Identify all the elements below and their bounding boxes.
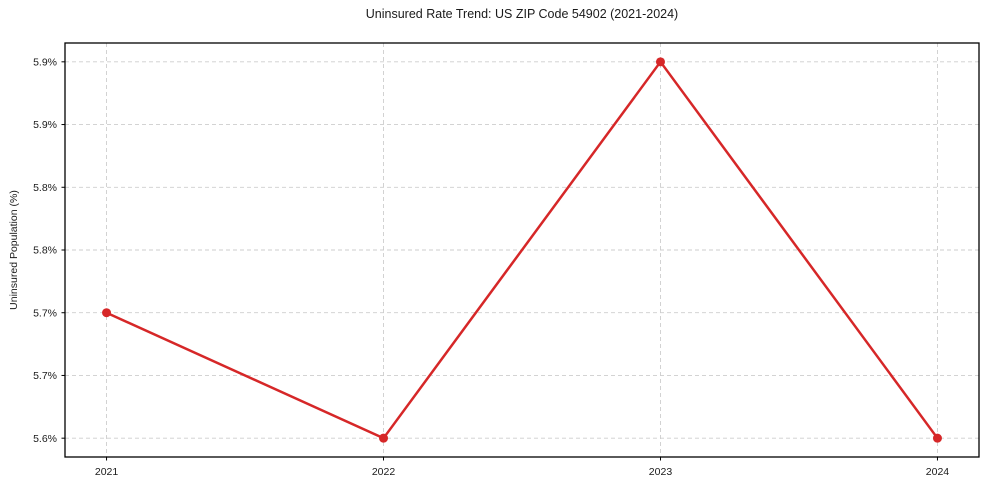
x-tick-label: 2022 [372,466,396,478]
data-point [932,433,942,443]
x-tick-label: 2021 [95,466,119,478]
y-tick-label: 5.8% [33,182,57,194]
y-tick-label: 5.7% [33,307,57,319]
x-tick-label: 2024 [926,466,950,478]
chart-title: Uninsured Rate Trend: US ZIP Code 54902 … [365,7,679,21]
data-point [102,308,112,318]
y-tick-label: 5.9% [33,56,57,68]
data-point [655,57,665,67]
y-tick-label: 5.7% [33,370,57,382]
y-tick-label: 5.9% [33,119,57,131]
y-tick-label: 5.8% [33,245,57,257]
y-tick-label: 5.6% [33,433,57,445]
data-line [105,60,939,440]
x-tick-label: 2023 [649,466,673,478]
data-point [379,433,389,443]
